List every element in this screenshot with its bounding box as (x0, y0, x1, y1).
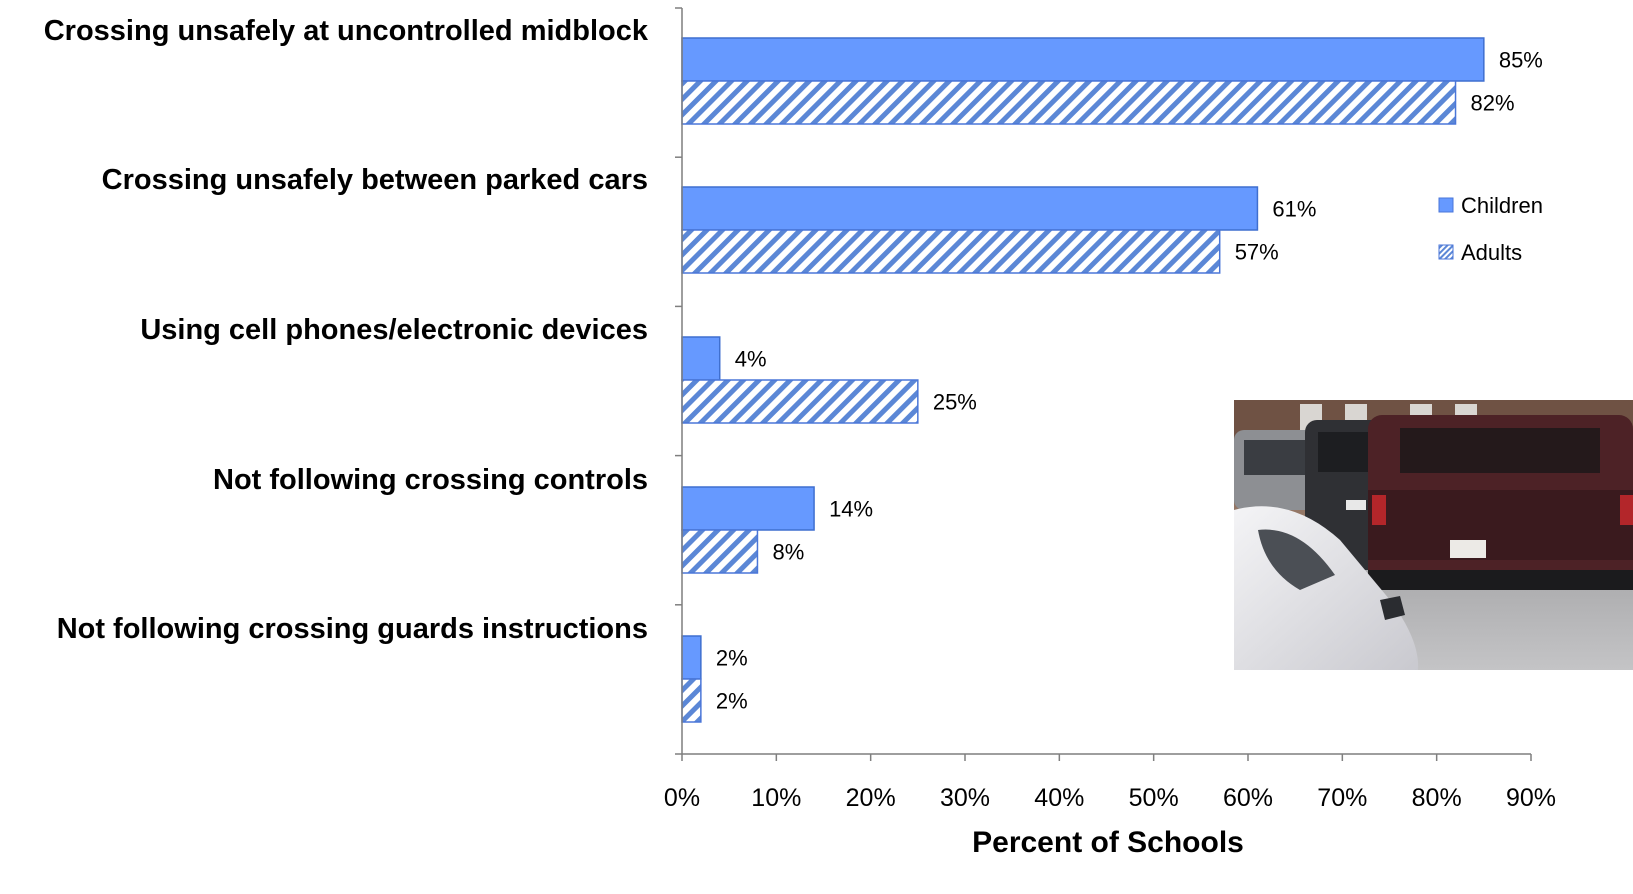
data-label-adults: 82% (1471, 91, 1515, 116)
legend-swatch-adults (1438, 244, 1454, 260)
x-tick-label: 60% (1223, 784, 1273, 812)
category-label: Crossing unsafely at uncontrolled midblo… (44, 15, 649, 47)
x-tick-label: 10% (751, 784, 801, 812)
category-label: Not following crossing controls (213, 464, 648, 496)
x-tick-label: 90% (1506, 784, 1556, 812)
data-label-adults: 57% (1235, 240, 1279, 265)
x-tick-label: 30% (940, 784, 990, 812)
x-tick-label: 50% (1129, 784, 1179, 812)
data-label-children: 2% (716, 646, 748, 671)
category-label: Crossing unsafely between parked cars (102, 164, 648, 196)
x-tick-label: 40% (1034, 784, 1084, 812)
data-label-children: 61% (1272, 197, 1316, 222)
data-label-children: 14% (829, 497, 873, 522)
data-label-adults: 8% (772, 540, 804, 565)
x-tick-label: 20% (846, 784, 896, 812)
data-label-adults: 2% (716, 689, 748, 714)
bar-children (681, 486, 815, 531)
data-label-children: 85% (1499, 48, 1543, 73)
bar-adults (681, 529, 759, 574)
x-axis-title: Percent of Schools (972, 826, 1244, 859)
legend-swatch-children (1438, 197, 1454, 213)
legend-label-children: Children (1461, 193, 1543, 218)
legend: Children Adults (1438, 193, 1543, 265)
x-tick-label: 70% (1317, 784, 1367, 812)
parked-cars-photo (1234, 400, 1633, 670)
x-tick-label: 80% (1412, 784, 1462, 812)
data-label-adults: 25% (933, 390, 977, 415)
bar-children (681, 37, 1485, 82)
bar-adults (681, 678, 702, 723)
category-label: Using cell phones/electronic devices (140, 314, 648, 346)
bar-adults (681, 229, 1221, 274)
data-label-children: 4% (735, 347, 767, 372)
category-label: Not following crossing guards instructio… (57, 613, 648, 645)
bar-children (681, 186, 1259, 231)
bar-children (681, 635, 702, 680)
x-tick-label: 0% (664, 784, 700, 812)
bar-children (681, 336, 721, 381)
bar-adults (681, 379, 919, 424)
legend-label-adults: Adults (1461, 240, 1522, 265)
bar-adults (681, 80, 1457, 125)
